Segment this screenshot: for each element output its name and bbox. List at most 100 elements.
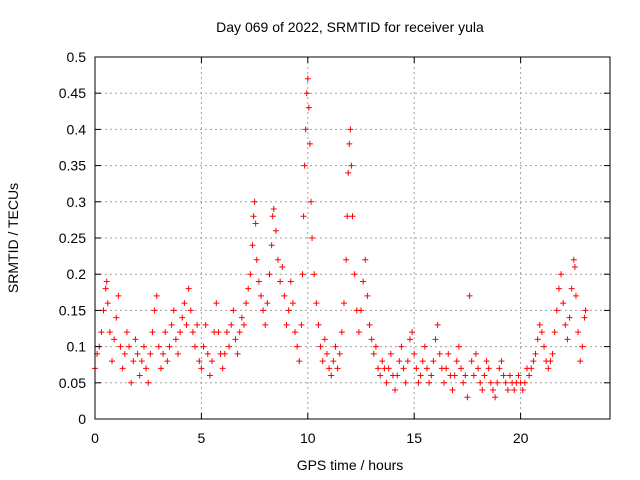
data-point xyxy=(136,372,143,379)
data-point xyxy=(343,256,350,263)
data-point xyxy=(257,292,264,299)
y-tick-label: 0.2 xyxy=(67,266,87,282)
data-point xyxy=(362,256,369,263)
data-point xyxy=(230,307,237,314)
data-point xyxy=(434,321,441,328)
data-point xyxy=(299,271,306,278)
data-point xyxy=(402,379,409,386)
data-point xyxy=(396,358,403,365)
data-point xyxy=(98,329,105,336)
data-point xyxy=(279,263,286,270)
data-point xyxy=(392,387,399,394)
data-point xyxy=(319,358,326,365)
data-point xyxy=(460,379,467,386)
data-point xyxy=(536,321,543,328)
data-point xyxy=(423,365,430,372)
data-point xyxy=(338,329,345,336)
data-point xyxy=(151,307,158,314)
data-point xyxy=(270,206,277,213)
data-point xyxy=(415,379,422,386)
data-point xyxy=(464,394,471,401)
data-point xyxy=(140,343,147,350)
data-point xyxy=(326,365,333,372)
data-point xyxy=(268,242,275,249)
data-point xyxy=(294,343,301,350)
data-point xyxy=(502,379,509,386)
data-point xyxy=(504,387,511,394)
data-point xyxy=(428,372,435,379)
plot-background xyxy=(95,57,610,419)
data-point xyxy=(228,321,235,328)
data-point xyxy=(106,329,113,336)
y-tick-labels: 0 0.05 0.1 0.15 0.2 0.25 0.3 0.35 0.4 0.45 0.5 xyxy=(59,49,86,427)
data-point xyxy=(340,300,347,307)
data-point xyxy=(458,365,465,372)
data-point xyxy=(555,285,562,292)
y-tick-label: 0.3 xyxy=(67,194,87,210)
data-point xyxy=(109,358,116,365)
data-point xyxy=(309,235,316,241)
axis-ticks xyxy=(94,56,610,420)
data-point xyxy=(336,350,343,357)
data-point xyxy=(364,292,371,299)
data-point xyxy=(355,329,362,336)
data-point xyxy=(287,278,294,285)
data-point xyxy=(194,321,201,328)
data-point xyxy=(383,379,390,386)
data-point xyxy=(143,365,150,372)
data-point xyxy=(398,343,405,350)
data-point xyxy=(564,336,571,343)
data-point xyxy=(347,126,354,133)
data-point xyxy=(296,358,303,365)
data-point xyxy=(479,387,486,394)
data-point xyxy=(419,358,426,365)
data-point xyxy=(243,300,250,307)
data-point xyxy=(346,140,353,147)
data-point xyxy=(500,372,507,379)
data-points xyxy=(92,75,589,401)
data-point xyxy=(315,321,322,328)
data-point xyxy=(581,314,588,321)
data-point xyxy=(250,213,257,220)
data-point xyxy=(200,343,207,350)
data-point xyxy=(134,350,141,357)
data-point xyxy=(568,285,575,292)
data-point xyxy=(234,350,241,357)
data-point xyxy=(368,336,375,343)
y-tick-label: 0.1 xyxy=(67,339,87,355)
data-point xyxy=(272,227,279,234)
data-point xyxy=(111,336,118,343)
data-point xyxy=(375,365,382,372)
data-point xyxy=(311,271,318,278)
data-point xyxy=(487,379,494,386)
data-point xyxy=(253,256,260,263)
y-tick-label: 0.4 xyxy=(67,121,87,137)
data-point xyxy=(366,321,373,328)
data-point xyxy=(445,350,452,357)
data-point xyxy=(277,278,284,285)
x-tick-labels: 0 5 10 15 20 xyxy=(91,430,529,446)
data-point xyxy=(345,169,352,176)
data-point xyxy=(281,292,288,299)
data-point xyxy=(103,278,110,285)
data-point xyxy=(192,343,199,350)
data-point xyxy=(466,292,473,299)
data-point xyxy=(560,300,567,307)
data-point xyxy=(351,271,358,278)
data-point xyxy=(551,329,558,336)
data-point xyxy=(496,365,503,372)
data-point xyxy=(528,365,535,372)
data-point xyxy=(455,343,462,350)
data-point xyxy=(443,365,450,372)
data-point xyxy=(303,90,310,97)
x-tick-label: 20 xyxy=(513,430,529,446)
data-point xyxy=(404,358,411,365)
data-point xyxy=(147,350,154,357)
data-point xyxy=(206,372,213,379)
data-point xyxy=(128,379,135,386)
data-point xyxy=(547,358,554,365)
y-tick-label: 0.05 xyxy=(59,375,86,391)
y-tick-label: 0.25 xyxy=(59,230,86,246)
data-point xyxy=(526,372,533,379)
data-point xyxy=(215,329,222,336)
